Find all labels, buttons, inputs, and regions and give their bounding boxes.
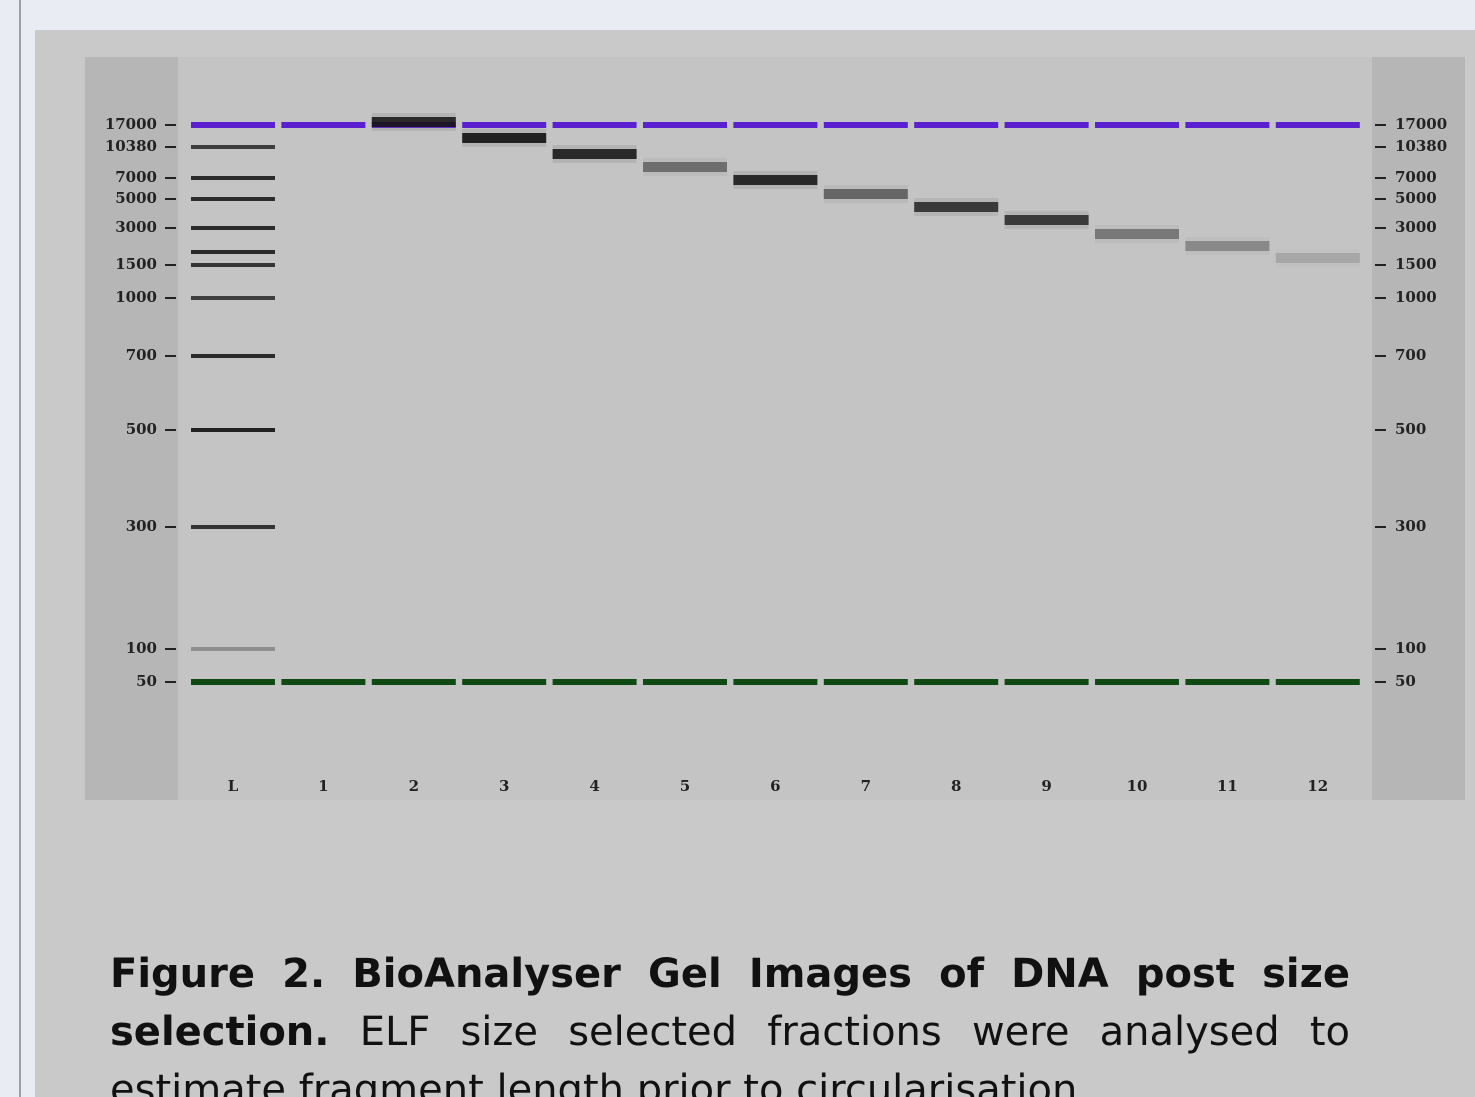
lane-label: 7 [861,777,871,795]
lower-marker [733,679,817,685]
lower-marker [462,679,546,685]
size-label-right: 17000 [1395,115,1447,133]
sample-band [643,162,727,172]
lane-label: L [228,777,239,795]
sample-band [733,175,817,185]
gel-area [178,57,1372,800]
sample-band [1005,215,1089,225]
size-label-left: 1000 [115,288,157,306]
ladder-band [191,250,275,254]
lane-label: 6 [770,777,780,795]
size-label-left: 17000 [105,115,157,133]
lane-label: 3 [499,777,509,795]
lane-label: 9 [1041,777,1051,795]
size-label-left: 100 [126,639,157,657]
upper-marker [733,122,817,128]
lower-marker [1276,679,1360,685]
size-label-right: 100 [1395,639,1426,657]
lane-label: 5 [680,777,690,795]
lower-marker [824,679,908,685]
sample-band [1276,253,1360,263]
upper-marker [1005,122,1089,128]
lane-label: 4 [589,777,599,795]
size-label-right: 3000 [1395,218,1437,236]
lane-label: 8 [951,777,961,795]
sample-band [462,133,546,143]
sample-band [824,189,908,199]
ladder-band [191,428,275,432]
gel-image: 17000 17000 10380 10380 7000 7000 5000 5000 3000… [0,0,1475,900]
ladder-band [191,176,275,180]
sample-band [914,202,998,212]
page: 17000 17000 10380 10380 7000 7000 5000 5000 3000… [0,0,1475,1097]
size-label-left: 300 [126,517,157,535]
size-label-left: 50 [136,672,157,690]
ladder-band [191,525,275,529]
lane-label: 2 [409,777,419,795]
size-label-right: 700 [1395,346,1426,364]
upper-marker [824,122,908,128]
ladder-band [191,296,275,300]
upper-marker [643,122,727,128]
size-label-left: 3000 [115,218,157,236]
lower-marker [281,679,365,685]
size-label-right: 10380 [1395,137,1447,155]
lower-marker [1095,679,1179,685]
lower-marker [643,679,727,685]
lower-marker [191,679,275,685]
size-label-right: 50 [1395,672,1416,690]
ladder-band [191,197,275,201]
lane-label: 12 [1307,777,1328,795]
ladder-band [191,263,275,267]
sample-band [1095,229,1179,239]
sample-band [1185,241,1269,251]
upper-marker [1276,122,1360,128]
size-label-left: 500 [126,420,157,438]
size-label-right: 500 [1395,420,1426,438]
upper-marker [914,122,998,128]
size-label-right: 1000 [1395,288,1437,306]
size-label-right: 1500 [1395,255,1437,273]
lower-marker [1005,679,1089,685]
size-label-right: 7000 [1395,168,1437,186]
lower-marker [372,679,456,685]
upper-marker [553,122,637,128]
ladder-band [191,354,275,358]
upper-marker [1185,122,1269,128]
lower-marker [553,679,637,685]
sample-band [372,117,456,127]
lane-label: 11 [1217,777,1238,795]
size-label-right: 300 [1395,517,1426,535]
size-label-left: 10380 [105,137,157,155]
upper-marker [1095,122,1179,128]
size-label-left: 700 [126,346,157,364]
size-label-left: 7000 [115,168,157,186]
ladder-band [191,647,275,651]
size-label-right: 5000 [1395,189,1437,207]
size-label-left: 1500 [115,255,157,273]
caption: Figure 2. BioAnalyser Gel Images of DNA … [110,945,1350,1097]
lane-label: 1 [318,777,328,795]
ladder-band [191,145,275,149]
sample-band [553,149,637,159]
lower-marker [914,679,998,685]
ladder-band [191,226,275,230]
lower-marker [1185,679,1269,685]
upper-marker [281,122,365,128]
size-label-left: 5000 [115,189,157,207]
upper-marker [191,122,275,128]
upper-marker [462,122,546,128]
lane-label: 10 [1127,777,1148,795]
